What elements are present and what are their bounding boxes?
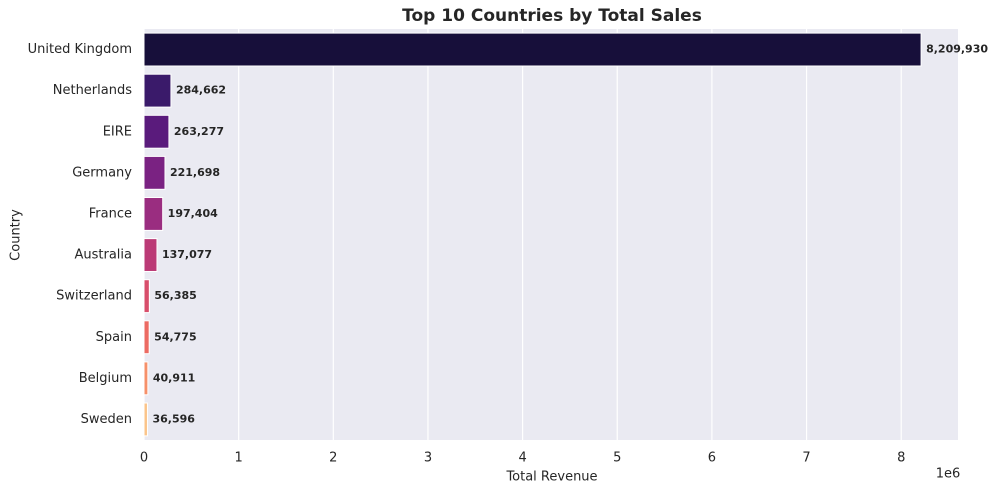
y-tick-label: Switzerland [56, 289, 132, 304]
x-tick-label: 1 [235, 451, 243, 466]
value-label: 36,596 [152, 412, 195, 425]
x-tick-label: 0 [140, 451, 148, 466]
x-tick-label: 2 [329, 451, 337, 466]
bar [143, 402, 148, 437]
bar [143, 238, 158, 272]
bar [143, 279, 150, 314]
value-label: 8,209,930 [926, 43, 988, 56]
x-tick-label: 6 [708, 451, 716, 466]
y-tick-label: France [89, 206, 132, 221]
y-tick-label: EIRE [103, 124, 132, 139]
y-tick-label: Netherlands [53, 83, 132, 98]
bar [143, 197, 164, 231]
bar [143, 361, 149, 396]
bar [143, 114, 170, 149]
value-label: 221,698 [170, 166, 220, 179]
x-tick-label: 4 [518, 451, 526, 466]
bar [143, 32, 922, 67]
y-tick-label: Belgium [79, 371, 132, 386]
x-tick-label: 7 [802, 451, 810, 466]
value-label: 197,404 [168, 207, 218, 220]
x-axis-label: Total Revenue [505, 470, 597, 485]
value-label: 56,385 [154, 289, 196, 302]
value-label: 137,077 [162, 248, 212, 261]
x-offset-label: 1e6 [936, 467, 961, 482]
bar [143, 320, 150, 355]
y-tick-label: Spain [96, 330, 132, 345]
value-label: 284,662 [176, 84, 226, 97]
plot-area [144, 29, 958, 440]
x-tick-label: 8 [897, 451, 905, 466]
y-tick-label: United Kingdom [28, 42, 132, 57]
y-axis-label: Country [9, 209, 24, 261]
y-tick-label: Australia [74, 248, 132, 263]
x-tick-label: 3 [424, 451, 432, 466]
value-label: 54,775 [154, 330, 196, 343]
value-label: 40,911 [153, 371, 195, 384]
x-tick-label: 5 [613, 451, 621, 466]
y-tick-label: Germany [72, 165, 132, 180]
value-label: 263,277 [174, 125, 224, 138]
chart-title: Top 10 Countries by Total Sales [402, 6, 702, 26]
y-tick-label: Sweden [81, 412, 132, 427]
bar [143, 73, 172, 108]
bar [143, 155, 166, 190]
